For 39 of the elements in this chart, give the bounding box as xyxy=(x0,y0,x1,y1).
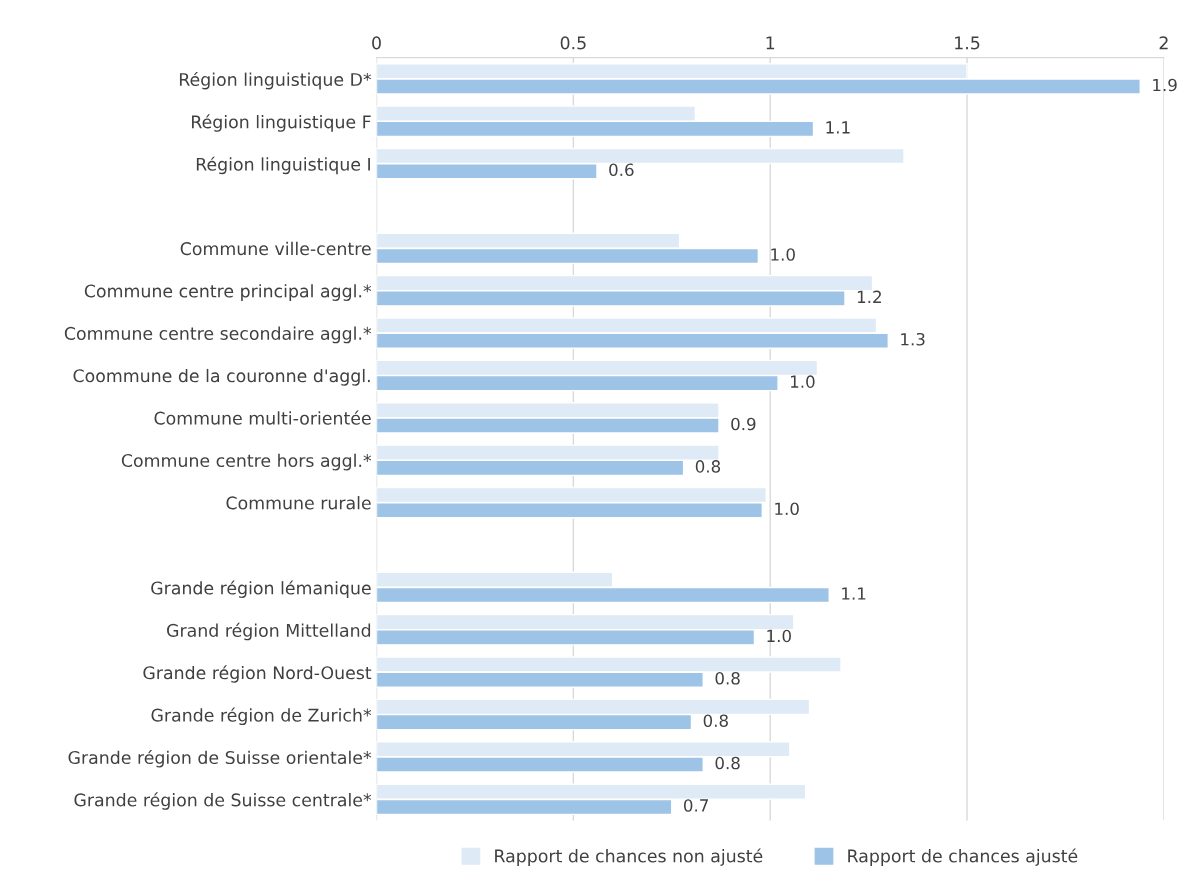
y-tick-label: Région linguistique I xyxy=(196,156,370,175)
data-label: 1.3 xyxy=(901,332,925,346)
y-tick-label: Région linguistique F xyxy=(192,114,371,132)
legend-label: Rapport de chances ajusté xyxy=(848,848,1078,866)
y-tick-label: Commune multi-orientée xyxy=(154,410,371,425)
y-tick-label: Région linguistique D* xyxy=(179,71,372,90)
data-label: 0.9 xyxy=(731,417,756,431)
y-tick-label: Grande région lémanique xyxy=(151,580,371,598)
y-tick-label: Grande région de Suisse centrale* xyxy=(74,792,372,810)
y-tick-label: Commune centre hors aggl.* xyxy=(121,453,372,471)
x-tick-label: 1.5 xyxy=(955,36,980,50)
data-label: 0.8 xyxy=(715,672,740,685)
data-label: 0.8 xyxy=(703,714,728,727)
data-label: 1.2 xyxy=(857,290,881,303)
y-tick-label: Grande région Nord-Ouest xyxy=(143,665,372,683)
data-label: 1.1 xyxy=(826,121,850,134)
x-tick-label: 1 xyxy=(766,36,775,50)
data-label: 1.1 xyxy=(842,587,866,600)
legend-label: Rapport de chances non ajusté xyxy=(495,848,763,866)
y-tick-label: Commune centre principal aggl.* xyxy=(84,284,372,301)
data-label: 0.7 xyxy=(683,799,708,812)
y-tick-label: Coommune de la couronne d'aggl. xyxy=(73,368,370,386)
y-tick-label: Grande région de Suisse orientale* xyxy=(68,749,372,768)
data-label: 1.0 xyxy=(775,502,799,516)
x-tick-label: 2 xyxy=(1159,36,1168,50)
data-label: 1.9 xyxy=(1153,78,1177,92)
data-label: 0.8 xyxy=(715,756,740,770)
y-tick-label: Grand région Mittelland xyxy=(167,622,371,641)
y-tick-label: Commune centre secondaire aggl.* xyxy=(64,326,372,344)
y-tick-label: Commune rurale xyxy=(226,496,371,510)
data-label: 1.0 xyxy=(767,629,791,643)
data-label: 0.8 xyxy=(695,460,721,473)
data-label: 1.0 xyxy=(791,375,815,388)
y-tick-label: Commune ville-centre xyxy=(180,241,371,256)
x-tick-label: 0.5 xyxy=(560,36,586,50)
data-label: 1.0 xyxy=(771,248,795,261)
data-label: 0.6 xyxy=(609,163,634,177)
y-tick-label: Grande région de Zurich* xyxy=(151,707,372,726)
x-tick-label: 0 xyxy=(372,36,381,50)
